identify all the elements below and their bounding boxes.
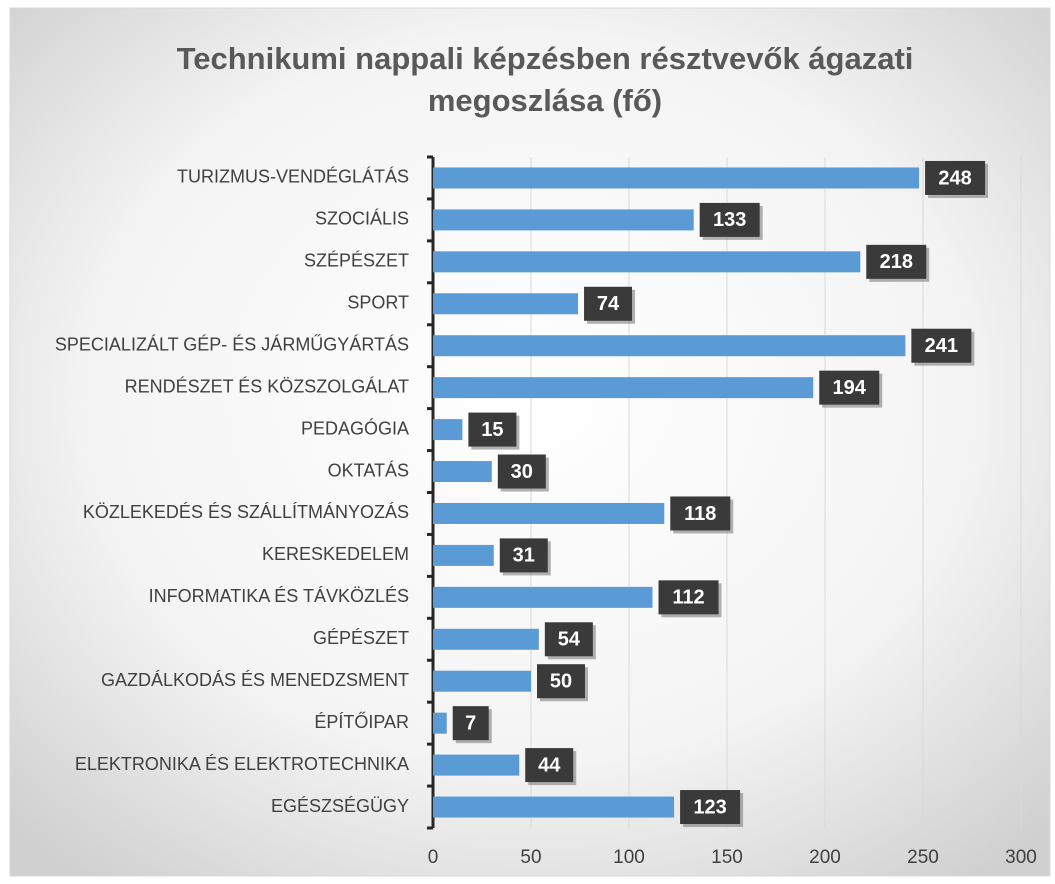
y-tick-label: EGÉSZSÉGÜGY <box>271 796 409 816</box>
data-label-box <box>911 328 972 363</box>
data-label-box <box>680 790 741 825</box>
data-label: 74 <box>597 293 620 315</box>
data-label-box <box>670 496 731 531</box>
data-label: 218 <box>880 251 913 273</box>
y-tick-label: GÉPÉSZET <box>313 628 409 648</box>
bar <box>433 419 463 441</box>
y-tick-label: PEDAGÓGIA <box>301 417 409 438</box>
x-tick-label: 150 <box>711 847 743 868</box>
data-label: 194 <box>833 377 867 399</box>
bar <box>433 461 492 483</box>
bar <box>433 670 531 692</box>
bar <box>433 293 579 315</box>
x-tick-label: 200 <box>809 847 841 868</box>
y-tick-label: SZOCIÁLIS <box>315 209 409 229</box>
bar <box>433 377 814 399</box>
bar <box>433 712 447 734</box>
data-label: 241 <box>925 335 958 357</box>
bar <box>433 586 653 608</box>
bar <box>433 251 861 273</box>
data-label-box <box>499 538 548 573</box>
data-label: 118 <box>684 503 716 525</box>
chart-background <box>9 7 1051 877</box>
y-tick-label: SPORT <box>347 293 409 313</box>
chart-title: Technikumi nappali képzésben résztvevők … <box>176 41 914 118</box>
bar <box>433 628 539 650</box>
y-tick-label: SPECIALIZÁLT GÉP- ÉS JÁRMŰGYÁRTÁS <box>55 333 409 354</box>
data-label: 54 <box>558 629 581 651</box>
data-label-box <box>537 664 585 699</box>
bar <box>433 754 520 776</box>
y-tick-label: OKTATÁS <box>328 460 409 480</box>
data-label-box <box>819 370 880 405</box>
data-label: 112 <box>672 587 704 609</box>
y-tick-label: GAZDÁLKODÁS ÉS MENEDZSMENT <box>101 670 409 690</box>
bar <box>433 544 494 566</box>
y-tick-label: SZÉPÉSZET <box>304 251 409 271</box>
x-tick-label: 50 <box>520 847 541 868</box>
data-label: 31 <box>513 545 535 567</box>
data-label: 44 <box>538 754 561 776</box>
y-tick-label: KÖZLEKEDÉS ÉS SZÁLLÍTMÁNYOZÁS <box>83 502 409 522</box>
data-label-box <box>544 622 593 657</box>
data-label: 248 <box>938 167 971 189</box>
y-tick-label: TURIZMUS-VENDÉGLÁTÁS <box>177 167 409 187</box>
bar <box>433 209 694 231</box>
data-label-box <box>925 160 986 195</box>
y-tick-label: ÉPÍTŐIPAR <box>314 711 409 732</box>
data-label-box <box>699 202 760 237</box>
x-tick-label: 300 <box>1005 847 1037 868</box>
y-tick-label: RENDÉSZET ÉS KÖZSZOLGÁLAT <box>125 376 409 396</box>
data-label-box <box>452 706 489 741</box>
x-tick-label: 250 <box>907 847 939 868</box>
x-tick-label: 100 <box>613 847 645 868</box>
data-label-box <box>468 412 517 447</box>
data-label: 123 <box>693 796 726 818</box>
y-tick-label: ELEKTRONIKA ÉS ELEKTROTECHNIKA <box>75 754 409 774</box>
y-tick-label: KERESKEDELEM <box>262 544 409 564</box>
data-label-box <box>658 580 719 615</box>
y-tick-label: INFORMATIKA ÉS TÁVKÖZLÉS <box>149 586 409 606</box>
x-tick-label: 0 <box>428 847 439 868</box>
bar <box>433 502 665 524</box>
bar <box>433 335 906 357</box>
bar <box>433 167 920 189</box>
data-label: 50 <box>550 671 572 693</box>
bar <box>433 796 675 818</box>
data-label: 15 <box>481 419 503 441</box>
data-label-box <box>584 286 633 321</box>
data-label-box <box>497 454 546 489</box>
data-label: 7 <box>465 712 476 734</box>
data-label-box <box>866 244 927 279</box>
data-label-box <box>525 748 574 783</box>
data-label: 30 <box>511 461 533 483</box>
data-label: 133 <box>713 209 746 231</box>
